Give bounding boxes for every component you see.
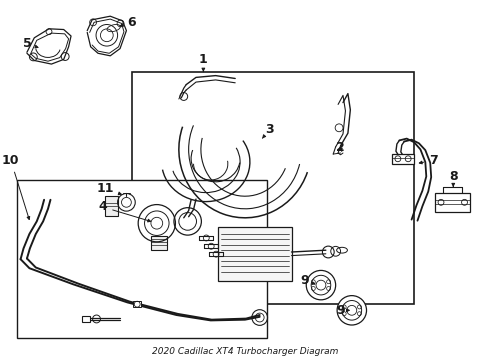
Circle shape <box>306 270 336 300</box>
Circle shape <box>337 296 367 325</box>
Text: 2: 2 <box>336 141 345 154</box>
Bar <box>218 227 292 281</box>
Bar <box>82 316 90 322</box>
Bar <box>151 236 167 250</box>
Text: 7: 7 <box>419 154 438 167</box>
Bar <box>435 193 470 212</box>
Text: 9: 9 <box>300 274 315 287</box>
Text: 6: 6 <box>121 16 136 29</box>
Text: 8: 8 <box>449 170 458 186</box>
Text: 4: 4 <box>98 201 150 222</box>
Bar <box>132 72 414 304</box>
Text: 3: 3 <box>262 123 274 138</box>
Text: 10: 10 <box>2 154 30 220</box>
Bar <box>392 154 414 164</box>
Text: 9: 9 <box>336 304 349 317</box>
Text: 5: 5 <box>23 37 38 50</box>
Text: 1: 1 <box>199 53 208 72</box>
Bar <box>105 196 118 216</box>
Text: 11: 11 <box>97 183 122 195</box>
Text: 2020 Cadillac XT4 Turbocharger Diagram: 2020 Cadillac XT4 Turbocharger Diagram <box>152 346 338 356</box>
Bar <box>133 301 141 307</box>
Bar <box>17 180 267 338</box>
